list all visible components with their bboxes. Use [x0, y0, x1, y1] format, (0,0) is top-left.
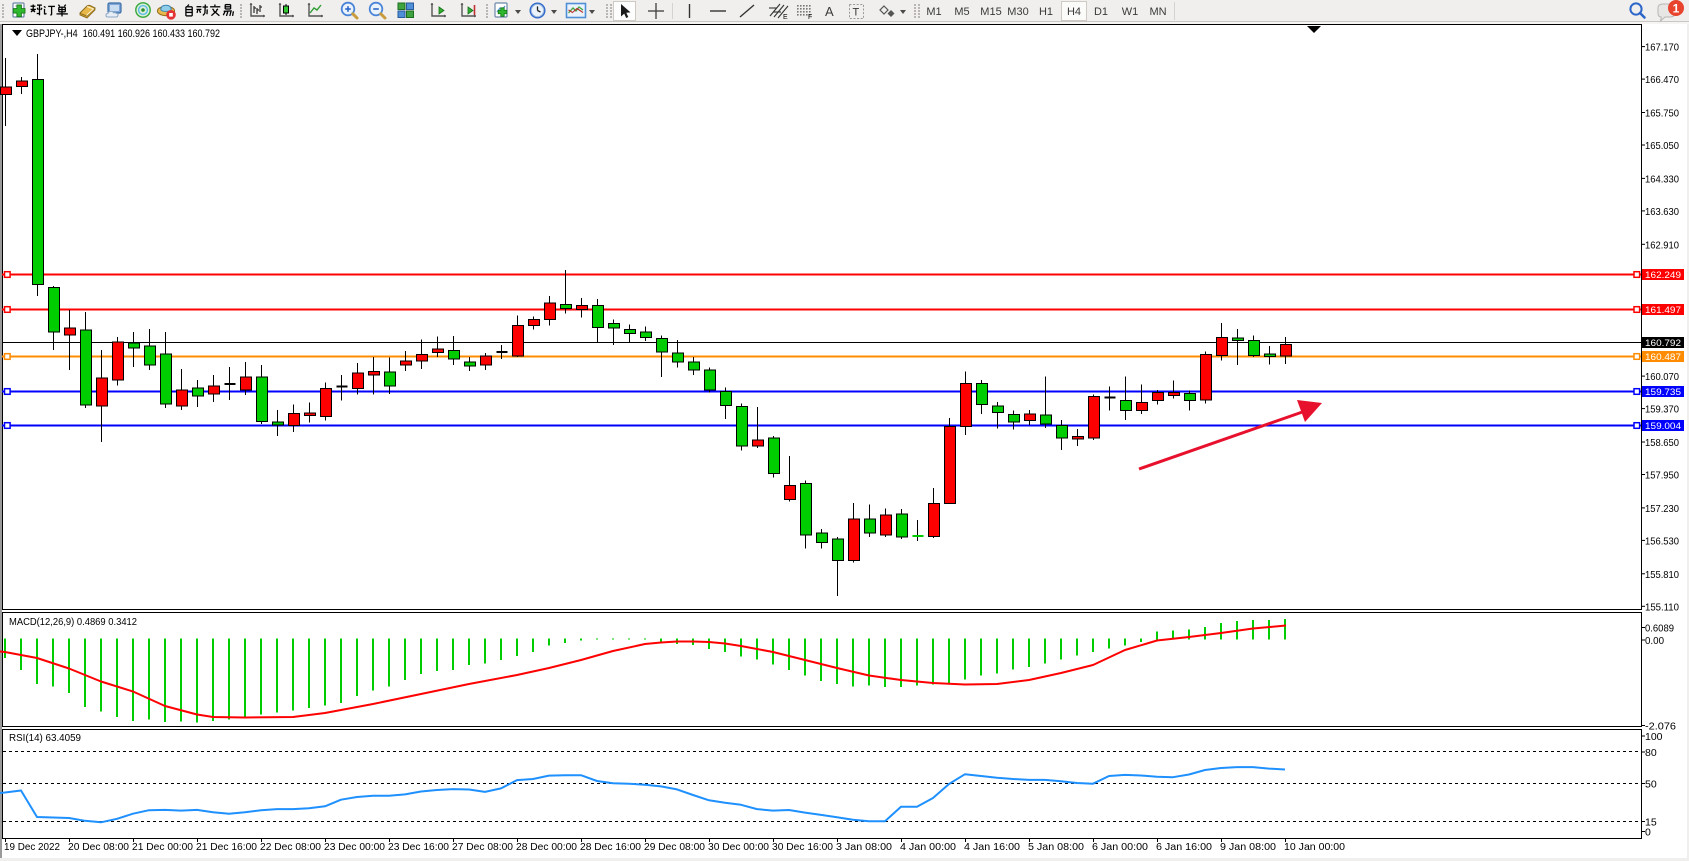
svg-text:9 Jan 08:00: 9 Jan 08:00 [1220, 841, 1276, 853]
svg-text:29 Dec 08:00: 29 Dec 08:00 [644, 841, 705, 853]
svg-text:E: E [783, 14, 788, 21]
svg-text:T: T [853, 7, 860, 19]
svg-text:M15: M15 [980, 6, 1001, 18]
svg-text:50: 50 [1645, 779, 1657, 791]
svg-text:10 Jan 00:00: 10 Jan 00:00 [1284, 841, 1345, 853]
svg-text:28 Dec 16:00: 28 Dec 16:00 [580, 841, 641, 853]
svg-text:W1: W1 [1122, 6, 1139, 18]
svg-text:H1: H1 [1039, 6, 1053, 18]
svg-text:30 Dec 16:00: 30 Dec 16:00 [772, 841, 833, 853]
svg-text:-2.076: -2.076 [1645, 721, 1676, 733]
svg-text:165.750: 165.750 [1645, 108, 1679, 120]
svg-text:6 Jan 00:00: 6 Jan 00:00 [1092, 841, 1148, 853]
svg-text:H4: H4 [1067, 6, 1081, 18]
svg-text:100: 100 [1645, 731, 1663, 743]
svg-text:160.487: 160.487 [1645, 352, 1681, 363]
svg-text:159.004: 159.004 [1645, 421, 1681, 432]
svg-text:30 Dec 00:00: 30 Dec 00:00 [708, 841, 769, 853]
svg-text:6 Jan 16:00: 6 Jan 16:00 [1156, 841, 1212, 853]
svg-text:F: F [808, 14, 812, 21]
svg-text:163.630: 163.630 [1645, 206, 1679, 218]
svg-text:164.330: 164.330 [1645, 173, 1679, 185]
svg-text:M5: M5 [954, 6, 969, 18]
svg-text:20 Dec 08:00: 20 Dec 08:00 [68, 841, 129, 853]
svg-text:21 Dec 16:00: 21 Dec 16:00 [196, 841, 257, 853]
svg-text:MACD(12,26,9) 0.4869 0.3412: MACD(12,26,9) 0.4869 0.3412 [9, 617, 137, 628]
svg-text:80: 80 [1645, 747, 1657, 759]
svg-text:A: A [825, 4, 834, 19]
svg-text:4 Jan 00:00: 4 Jan 00:00 [900, 841, 956, 853]
svg-text:15: 15 [1645, 817, 1657, 829]
svg-text:162.249: 162.249 [1645, 270, 1681, 281]
svg-text:162.910: 162.910 [1645, 239, 1679, 251]
svg-text:M1: M1 [926, 6, 941, 18]
svg-text:159.370: 159.370 [1645, 404, 1679, 416]
svg-text:167.170: 167.170 [1645, 42, 1679, 54]
svg-text:160.792: 160.792 [1645, 338, 1681, 349]
svg-text:27 Dec 08:00: 27 Dec 08:00 [452, 841, 513, 853]
svg-text:156.530: 156.530 [1645, 535, 1679, 547]
svg-text:RSI(14) 63.4059: RSI(14) 63.4059 [9, 733, 81, 744]
svg-text:5 Jan 08:00: 5 Jan 08:00 [1028, 841, 1084, 853]
svg-text:157.230: 157.230 [1645, 503, 1679, 515]
svg-text:166.470: 166.470 [1645, 74, 1679, 86]
svg-text:19 Dec 2022: 19 Dec 2022 [4, 841, 60, 853]
svg-text:1: 1 [1673, 2, 1680, 16]
svg-text:23 Dec 16:00: 23 Dec 16:00 [388, 841, 449, 853]
svg-text:MN: MN [1149, 6, 1166, 18]
svg-text:3 Jan 08:00: 3 Jan 08:00 [836, 841, 892, 853]
svg-text:157.950: 157.950 [1645, 470, 1679, 482]
svg-text:D1: D1 [1094, 6, 1108, 18]
svg-text:28 Dec 00:00: 28 Dec 00:00 [516, 841, 577, 853]
svg-text:GBPJPY-,H4 160.491 160.926 16: GBPJPY-,H4 160.491 160.926 160.433 160.7… [26, 28, 220, 40]
svg-text:0.6089: 0.6089 [1645, 623, 1674, 635]
svg-text:155.110: 155.110 [1645, 601, 1679, 613]
svg-text:160.070: 160.070 [1645, 371, 1679, 383]
svg-text:161.497: 161.497 [1645, 305, 1681, 316]
svg-text:159.735: 159.735 [1645, 387, 1681, 398]
svg-text:21 Dec 00:00: 21 Dec 00:00 [132, 841, 193, 853]
svg-text:155.810: 155.810 [1645, 569, 1679, 581]
svg-text:M30: M30 [1007, 6, 1028, 18]
svg-text:23 Dec 00:00: 23 Dec 00:00 [324, 841, 385, 853]
svg-text:158.650: 158.650 [1645, 437, 1679, 449]
svg-text:4 Jan 16:00: 4 Jan 16:00 [964, 841, 1020, 853]
svg-text:165.050: 165.050 [1645, 140, 1679, 152]
svg-text:0.00: 0.00 [1645, 635, 1664, 647]
svg-text:22 Dec 08:00: 22 Dec 08:00 [260, 841, 321, 853]
svg-text:0: 0 [1645, 827, 1651, 839]
